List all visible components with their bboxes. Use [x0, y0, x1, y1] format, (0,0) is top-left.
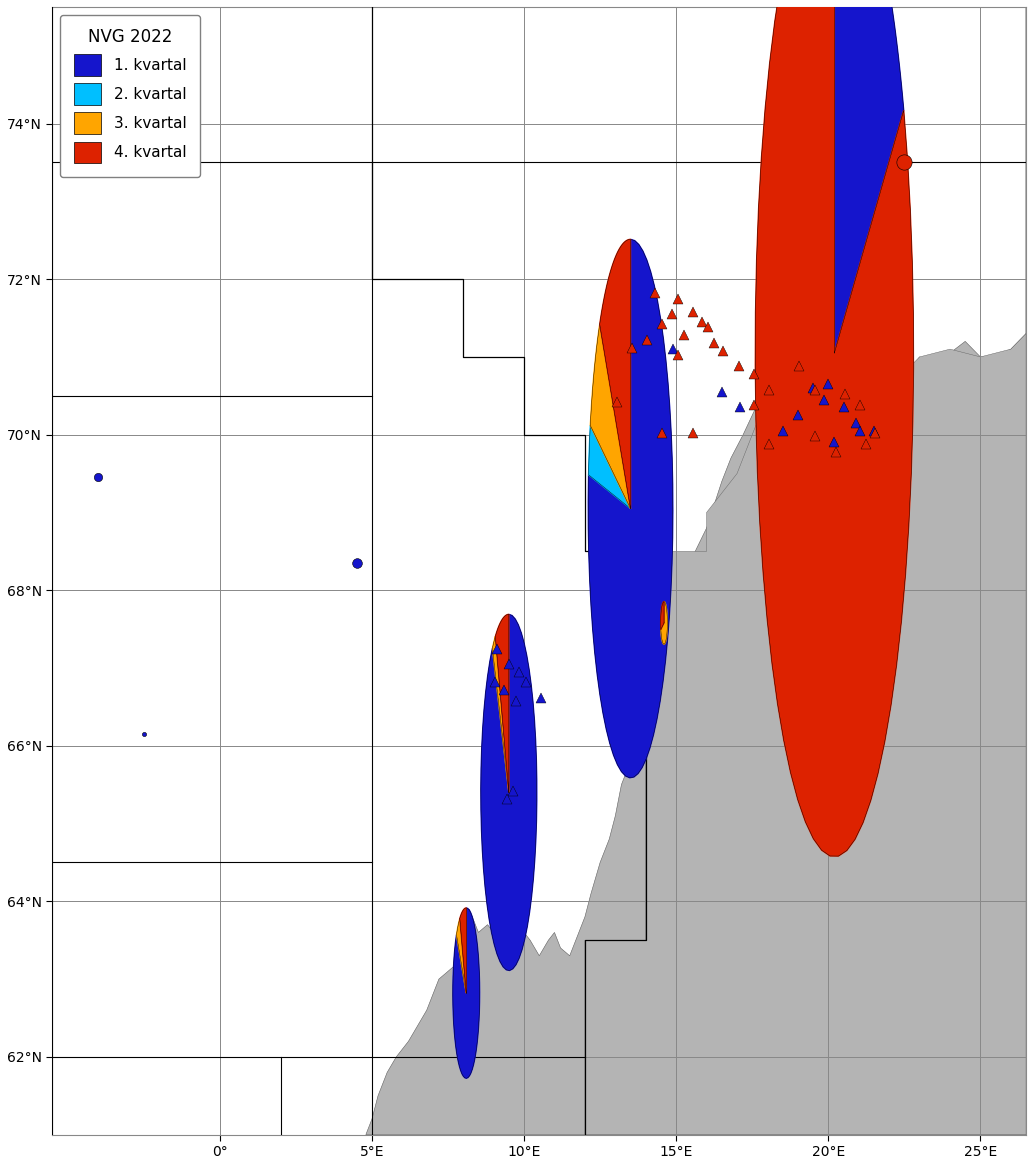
Polygon shape [481, 614, 537, 970]
Polygon shape [588, 239, 672, 778]
Polygon shape [460, 908, 466, 993]
Polygon shape [452, 908, 479, 1079]
Polygon shape [366, 7, 1026, 1135]
Polygon shape [585, 333, 1026, 1135]
Polygon shape [661, 602, 667, 644]
Polygon shape [496, 614, 509, 793]
Polygon shape [755, 0, 913, 856]
Polygon shape [589, 426, 630, 508]
Polygon shape [493, 637, 509, 793]
Legend: 1. kvartal, 2. kvartal, 3. kvartal, 4. kvartal: 1. kvartal, 2. kvartal, 3. kvartal, 4. k… [60, 15, 200, 177]
Polygon shape [590, 324, 630, 508]
Polygon shape [457, 919, 466, 993]
Polygon shape [835, 0, 904, 353]
Polygon shape [661, 602, 664, 630]
Polygon shape [600, 239, 630, 508]
